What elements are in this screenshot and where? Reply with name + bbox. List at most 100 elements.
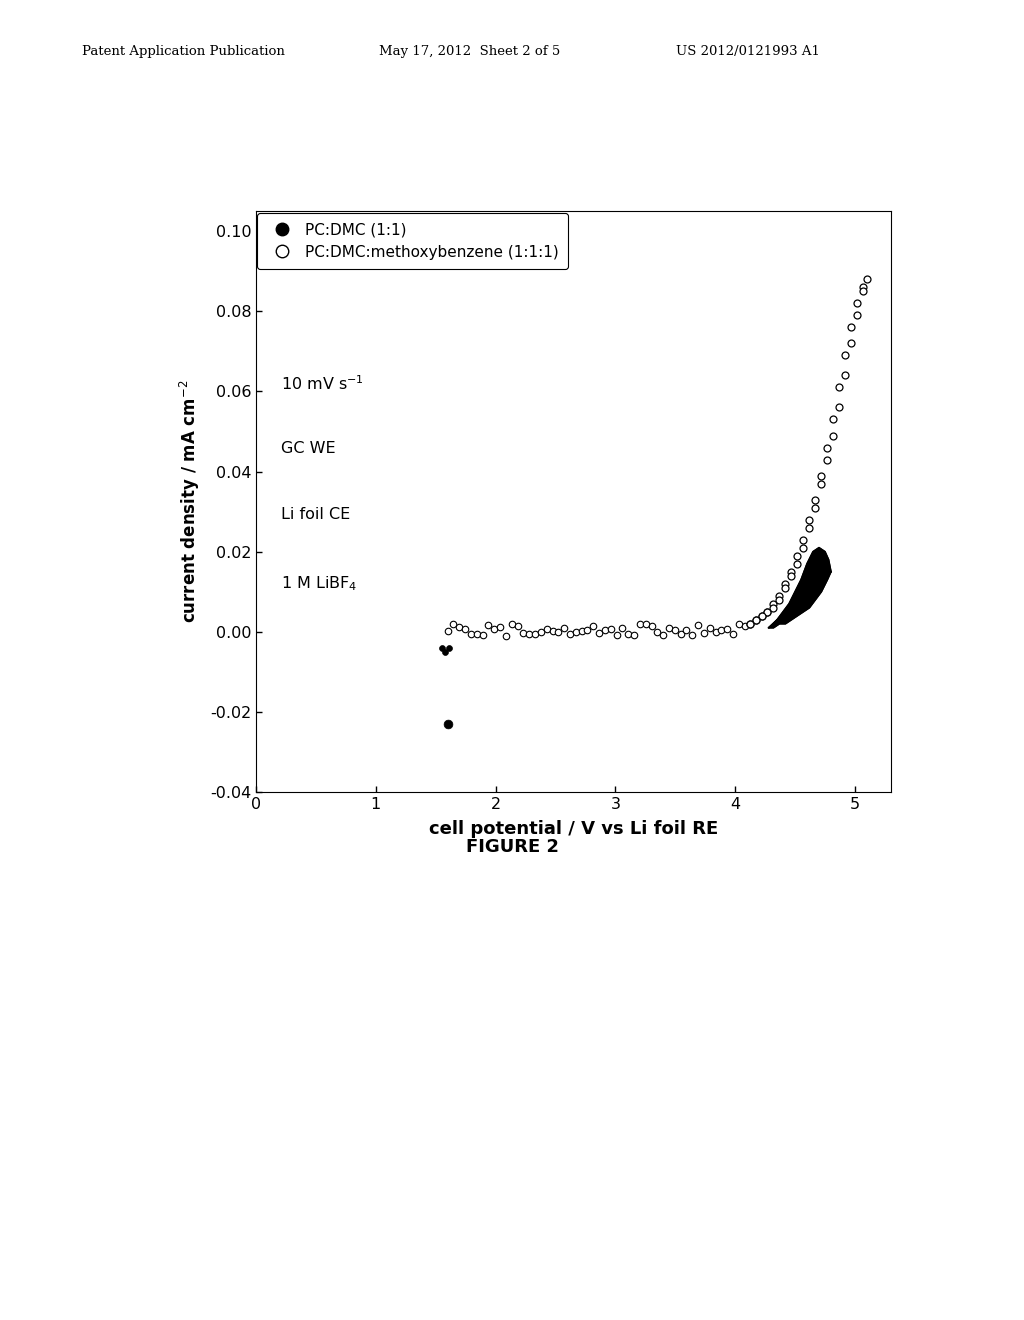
Point [807, 488, 823, 510]
Point [437, 642, 454, 663]
Point [504, 614, 520, 635]
Point [748, 610, 764, 631]
Point [741, 614, 758, 635]
Point [626, 624, 642, 645]
Point [765, 593, 781, 614]
Point [777, 577, 794, 598]
Point [855, 277, 871, 298]
Point [580, 620, 596, 642]
Point [649, 622, 666, 643]
Point [754, 605, 770, 626]
Point [463, 623, 479, 644]
Point [760, 601, 776, 622]
Text: 1 M LiBF$_4$: 1 M LiBF$_4$ [282, 574, 357, 593]
Point [760, 601, 776, 622]
Point [813, 465, 829, 486]
Point [567, 622, 584, 643]
Point [838, 345, 854, 366]
Point [591, 623, 607, 644]
Point [736, 616, 753, 638]
Point [796, 529, 812, 550]
Point [452, 616, 468, 638]
Point [445, 614, 462, 635]
Point [539, 619, 555, 640]
Polygon shape [769, 548, 831, 628]
Point [562, 623, 579, 644]
Point [585, 616, 601, 638]
Point [719, 619, 735, 640]
Point [771, 585, 787, 606]
Point [556, 618, 572, 639]
Point [777, 573, 794, 594]
Point [509, 615, 525, 636]
Point [714, 619, 730, 640]
Point [521, 623, 538, 644]
Point [843, 333, 859, 354]
Point [831, 378, 848, 399]
Text: US 2012/0121993 A1: US 2012/0121993 A1 [676, 45, 820, 58]
Point [678, 619, 694, 640]
Point [492, 616, 508, 638]
Point [632, 614, 648, 635]
Point [532, 622, 549, 643]
Point [843, 317, 859, 338]
Point [701, 618, 718, 639]
X-axis label: cell potential / V vs Li foil RE: cell potential / V vs Li foil RE [429, 820, 718, 838]
Point [790, 553, 806, 574]
Point [614, 618, 631, 639]
Point [783, 565, 800, 586]
Point [655, 624, 672, 645]
Point [480, 615, 497, 636]
Point [608, 624, 625, 645]
Point [801, 517, 817, 539]
Point [859, 269, 876, 290]
Point [545, 620, 561, 642]
Text: Patent Application Publication: Patent Application Publication [82, 45, 285, 58]
Point [748, 610, 764, 631]
Point [771, 589, 787, 610]
Point [819, 437, 836, 458]
Point [790, 545, 806, 566]
Text: May 17, 2012  Sheet 2 of 5: May 17, 2012 Sheet 2 of 5 [379, 45, 560, 58]
Point [684, 624, 700, 645]
Point [765, 597, 781, 618]
Point [469, 623, 485, 644]
Point [439, 620, 456, 642]
Point [486, 618, 503, 639]
Point [825, 409, 842, 430]
Point [573, 620, 590, 642]
Point [440, 638, 457, 659]
Point [807, 498, 823, 519]
Point [831, 397, 848, 418]
Point [498, 624, 514, 645]
Text: GC WE: GC WE [282, 441, 336, 455]
Text: Li foil CE: Li foil CE [282, 507, 350, 523]
Point [855, 281, 871, 302]
Text: 10 mV s$^{-1}$: 10 mV s$^{-1}$ [282, 374, 365, 392]
Point [849, 305, 865, 326]
Point [708, 622, 724, 643]
Point [731, 614, 748, 635]
Point [638, 614, 654, 635]
Point [695, 622, 712, 643]
Point [667, 620, 683, 642]
Point [457, 618, 473, 639]
Point [660, 616, 677, 638]
Point [643, 615, 659, 636]
Point [433, 638, 450, 659]
Point [783, 561, 800, 582]
Point [474, 624, 490, 645]
Point [849, 293, 865, 314]
Text: FIGURE 2: FIGURE 2 [466, 838, 558, 857]
Point [796, 537, 812, 558]
Point [550, 622, 566, 643]
Point [439, 713, 456, 734]
Point [801, 510, 817, 531]
Point [690, 614, 707, 635]
Point [515, 623, 531, 644]
Point [602, 618, 618, 639]
Point [813, 473, 829, 494]
Point [819, 449, 836, 470]
Y-axis label: current density / mA cm$^{-2}$: current density / mA cm$^{-2}$ [177, 380, 202, 623]
Point [725, 623, 741, 644]
